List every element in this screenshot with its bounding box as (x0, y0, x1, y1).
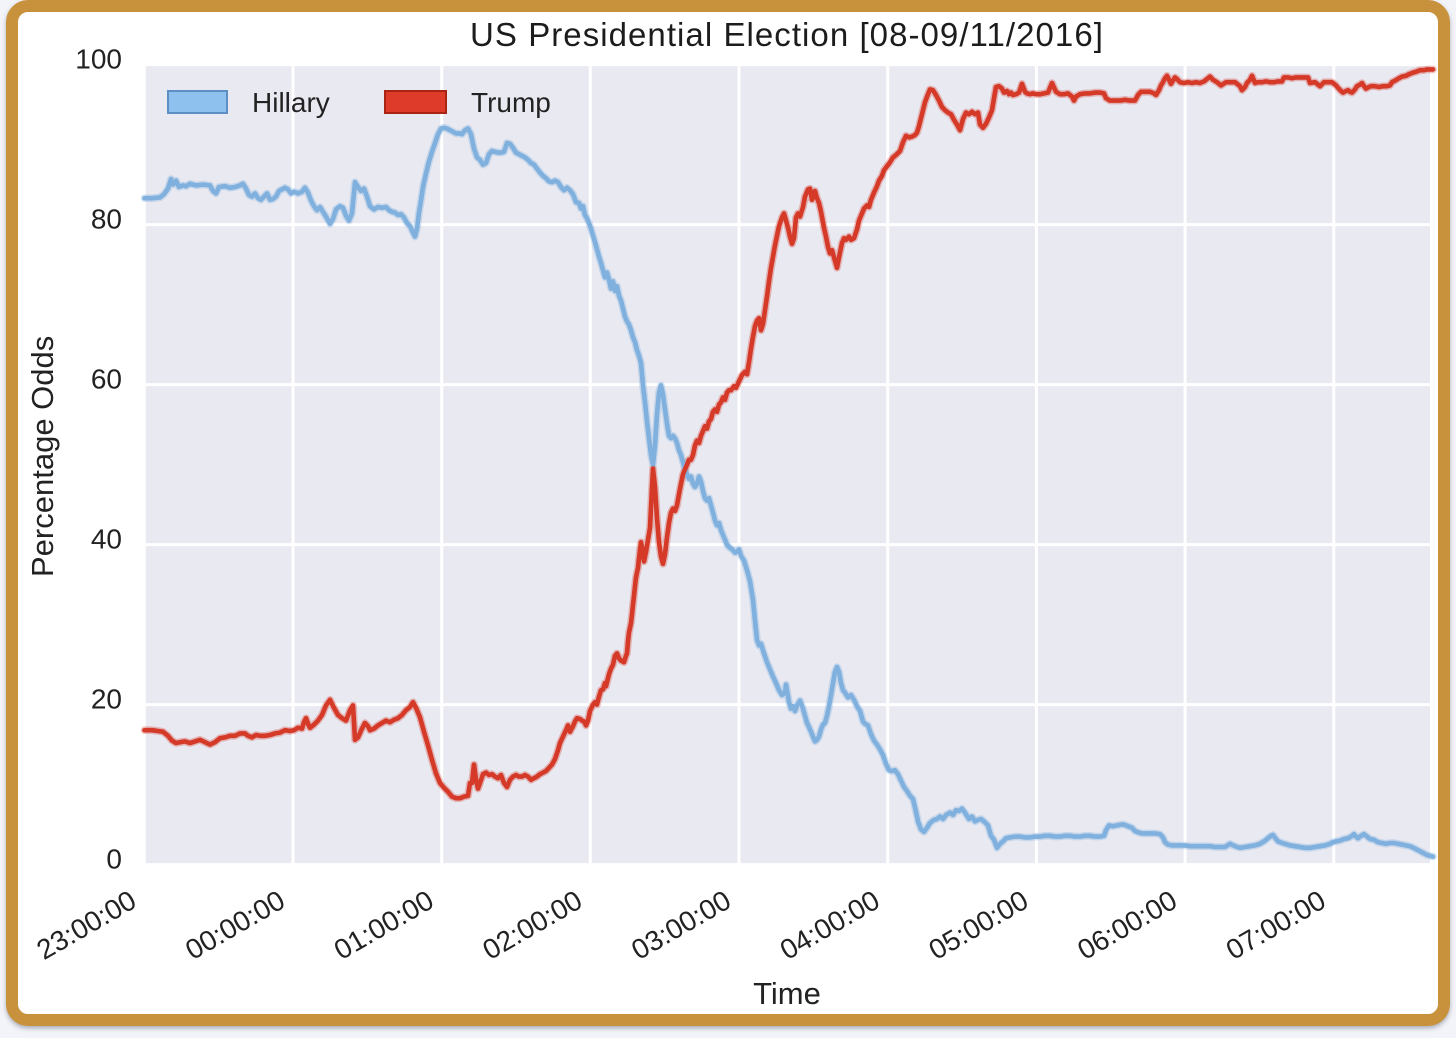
svg-text:Hillary: Hillary (252, 87, 330, 118)
svg-text:100: 100 (75, 44, 122, 75)
svg-text:Percentage Odds: Percentage Odds (25, 336, 60, 577)
svg-text:80: 80 (91, 204, 122, 235)
svg-text:US Presidential Election [08-0: US Presidential Election [08-09/11/2016] (470, 16, 1104, 53)
svg-text:60: 60 (91, 364, 122, 395)
svg-text:Time: Time (753, 976, 821, 1011)
svg-text:40: 40 (91, 524, 122, 555)
svg-text:0: 0 (106, 844, 122, 875)
svg-text:20: 20 (91, 684, 122, 715)
svg-text:Trump: Trump (471, 87, 551, 118)
